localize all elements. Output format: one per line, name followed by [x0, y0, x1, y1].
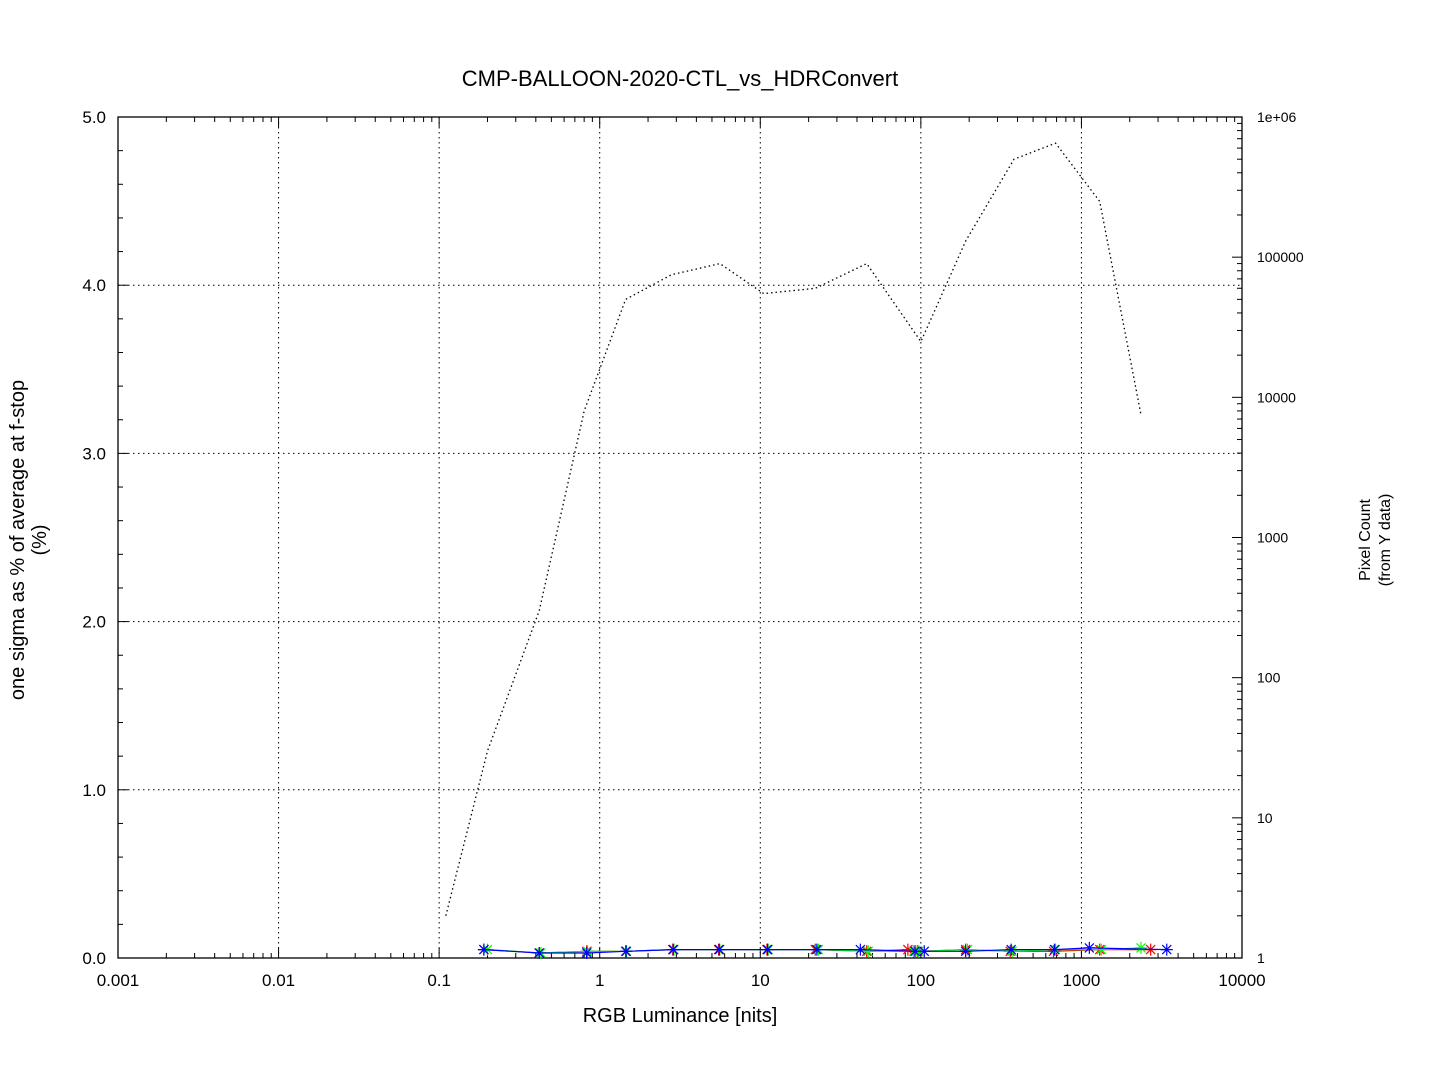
star-marker — [862, 945, 875, 958]
star-marker — [959, 945, 972, 958]
y2-tick-label: 100 — [1257, 670, 1281, 686]
y-tick-label: 4.0 — [82, 276, 106, 295]
axis-ticks — [117, 116, 1243, 959]
y-tick-label: 5.0 — [82, 108, 106, 127]
star-marker — [713, 943, 726, 956]
star-marker — [810, 943, 823, 956]
star-marker — [620, 945, 633, 958]
x-axis-title: RGB Luminance [nits] — [583, 1005, 778, 1027]
y2-tick-label: 1 — [1257, 950, 1265, 966]
star-marker — [1160, 943, 1173, 956]
y2-axis-title: Pixel Count — [1357, 499, 1374, 581]
y2-tick-label: 1e+06 — [1257, 109, 1297, 125]
grid-lines — [118, 117, 1242, 958]
series-layer — [445, 142, 1173, 959]
chart-title: CMP-BALLOON-2020-CTL_vs_HDRConvert — [462, 66, 898, 91]
y2-tick-labels: 1 10 100 1000 10000 100000 1e+06 — [1257, 109, 1304, 966]
x-tick-labels: 0.001 0.01 0.1 1 10 100 1000 10000 — [97, 971, 1266, 990]
star-marker — [909, 945, 922, 958]
y-tick-label: 3.0 — [82, 444, 106, 463]
star-marker — [667, 943, 680, 956]
series-2 — [477, 941, 1173, 959]
y-tick-label: 2.0 — [82, 613, 106, 632]
y2-tick-label: 10000 — [1257, 389, 1296, 405]
y-tick-label: 0.0 — [82, 949, 106, 968]
x-tick-label: 1000 — [1063, 971, 1101, 990]
star-marker — [1083, 941, 1096, 954]
star-marker — [533, 946, 546, 959]
x-tick-label: 100 — [907, 971, 935, 990]
y-axis-title: one sigma as % of average at f-stop — [7, 380, 29, 700]
series-line — [483, 947, 1167, 954]
star-marker — [854, 943, 867, 956]
series-3 — [445, 142, 1142, 916]
x-tick-label: 0.1 — [427, 971, 451, 990]
star-marker — [1095, 943, 1108, 956]
y-axis-unit: (%) — [29, 524, 51, 555]
series-line — [487, 947, 1142, 954]
y2-tick-label: 100000 — [1257, 249, 1304, 265]
y2-axis-subtitle: (from Y data) — [1377, 494, 1394, 587]
star-marker — [1005, 943, 1018, 956]
star-marker — [477, 943, 490, 956]
star-marker — [580, 946, 593, 959]
y-tick-labels: 0.0 1.0 2.0 3.0 4.0 5.0 — [82, 108, 106, 968]
y2-tick-label: 10 — [1257, 810, 1273, 826]
star-marker — [761, 943, 774, 956]
y-tick-label: 1.0 — [82, 781, 106, 800]
x-tick-label: 1 — [595, 971, 604, 990]
x-tick-label: 0.01 — [262, 971, 295, 990]
star-marker — [1048, 943, 1061, 956]
star-marker — [918, 945, 931, 958]
x-tick-label: 0.001 — [97, 971, 140, 990]
x-tick-label: 10000 — [1218, 971, 1265, 990]
x-tick-label: 10 — [751, 971, 770, 990]
pixel-count-line — [445, 142, 1142, 916]
star-marker — [901, 943, 914, 956]
star-marker — [1135, 941, 1148, 954]
plot-frame — [117, 116, 1243, 959]
y2-tick-label: 1000 — [1257, 530, 1288, 546]
